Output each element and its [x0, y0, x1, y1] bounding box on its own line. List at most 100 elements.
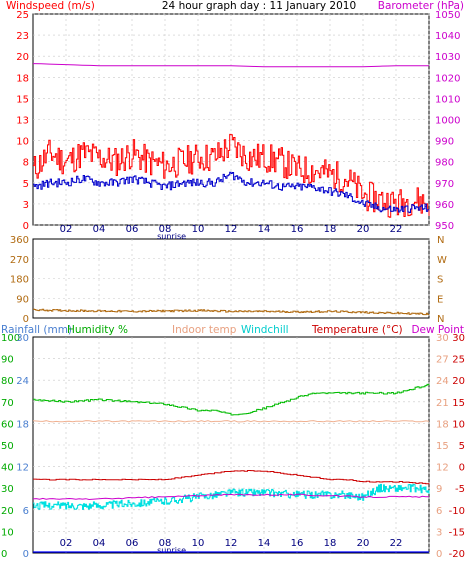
indoor-temp-line [32, 420, 430, 423]
humidity-tick-label: 50 [1, 441, 14, 452]
misc-tick-label: 30 [436, 333, 449, 344]
barometer-line [32, 63, 429, 68]
chart-title: 24 hour graph day : 11 January 2010 [162, 0, 356, 12]
humidity-line [33, 383, 430, 416]
temperature-tick-label: 5 [459, 441, 465, 452]
humidity-tick-label: 80 [1, 376, 14, 387]
temperature-tick-label: -5 [455, 484, 465, 495]
humidity-tick-label: 100 [1, 333, 20, 344]
x-tick-label: 04 [93, 224, 106, 235]
legend-windchill: Windchill [241, 324, 289, 336]
temperature-tick-label: -15 [449, 527, 465, 538]
windspeed-tick-label: 23 [16, 31, 29, 42]
humidity-tick-label: 60 [1, 419, 14, 430]
direction-tick-label: 90 [16, 294, 29, 305]
sunrise-label: sunrise [157, 546, 186, 555]
compass-tick-label: N [437, 314, 444, 325]
x-tick-label: 20 [357, 224, 370, 235]
rainfall-tick-label: 0 [23, 549, 29, 557]
barometer-tick-label: 1010 [435, 94, 460, 105]
barometer-tick-label: 1030 [435, 52, 460, 63]
misc-tick-label: 3 [436, 527, 442, 538]
x-tick-label: 18 [324, 538, 337, 549]
x-tick-label: 20 [357, 538, 370, 549]
compass-tick-label: N [437, 235, 444, 246]
temperature-tick-label: -20 [449, 549, 465, 557]
x-tick-label: 14 [258, 224, 271, 235]
x-tick-label: 22 [390, 538, 403, 549]
direction-tick-label: 270 [10, 255, 29, 266]
misc-tick-label: 27 [436, 355, 449, 366]
legend-humidity: Humidity % [67, 324, 128, 336]
x-tick-label: 02 [60, 224, 73, 235]
x-tick-label: 12 [225, 224, 238, 235]
legend-dew-point: Dew Point [411, 324, 464, 336]
temperature-tick-label: 25 [452, 355, 465, 366]
misc-tick-label: 15 [436, 441, 449, 452]
misc-tick-label: 24 [436, 376, 449, 387]
humidity-tick-label: 20 [1, 506, 14, 517]
humidity-tick-label: 30 [1, 484, 14, 495]
misc-tick-label: 6 [436, 506, 442, 517]
x-tick-label: 06 [126, 224, 139, 235]
rainfall-tick-label: 30 [16, 333, 29, 344]
windspeed-tick-label: 25 [16, 10, 29, 21]
x-tick-label: 06 [126, 538, 139, 549]
windspeed-tick-label: 0 [23, 221, 29, 232]
barometer-tick-label: 950 [435, 221, 454, 232]
misc-tick-label: 21 [436, 398, 449, 409]
windspeed-tick-label: 13 [16, 116, 29, 127]
windspeed-tick-label: 8 [23, 158, 29, 169]
humidity-tick-label: 0 [1, 549, 7, 557]
temperature-tick-label: 15 [452, 398, 465, 409]
windspeed-tick-label: 18 [16, 73, 29, 84]
x-tick-label: 12 [225, 538, 238, 549]
misc-tick-label: 9 [436, 484, 442, 495]
misc-tick-label: 12 [436, 463, 449, 474]
rainfall-tick-label: 18 [16, 419, 29, 430]
x-tick-label: 16 [291, 224, 304, 235]
barometer-tick-label: 960 [435, 200, 454, 211]
temperature-tick-label: -10 [449, 506, 465, 517]
windspeed-axis-title: Windspeed (m/s) [6, 0, 95, 12]
x-tick-label: 04 [93, 538, 106, 549]
direction-tick-label: 360 [10, 235, 29, 246]
dew-point-line [32, 493, 430, 501]
humidity-tick-label: 90 [1, 355, 14, 366]
tick-layer: 0202040406060808101012121414161618182020… [1, 10, 465, 560]
x-tick-label: 08 [159, 538, 172, 549]
barometer-tick-label: 1020 [435, 73, 460, 84]
windspeed-tick-label: 5 [23, 179, 29, 190]
windspeed-tick-label: 3 [23, 200, 29, 211]
wind-speed-line [33, 171, 430, 214]
rainfall-tick-label: 12 [16, 463, 29, 474]
humidity-tick-label: 70 [1, 398, 14, 409]
temperature-tick-label: 0 [459, 463, 465, 474]
temperature-line [33, 470, 430, 485]
rainfall-tick-label: 6 [23, 506, 29, 517]
barometer-tick-label: 970 [435, 179, 454, 190]
windspeed-tick-label: 20 [16, 52, 29, 63]
windspeed-tick-label: 10 [16, 137, 29, 148]
x-tick-label: 16 [291, 538, 304, 549]
humidity-tick-label: 10 [1, 527, 14, 538]
barometer-tick-label: 980 [435, 158, 454, 169]
compass-tick-label: S [437, 275, 443, 286]
x-tick-label: 02 [60, 538, 73, 549]
misc-tick-label: 18 [436, 419, 449, 430]
x-tick-label: 08 [159, 224, 172, 235]
windspeed-tick-label: 15 [16, 94, 29, 105]
x-tick-label: 10 [192, 224, 205, 235]
series-layer [32, 63, 430, 553]
x-tick-label: 14 [258, 538, 271, 549]
barometer-tick-label: 1000 [435, 116, 460, 127]
direction-tick-label: 0 [23, 314, 29, 325]
barometer-axis-title: Barometer (hPa) [378, 0, 464, 12]
temperature-tick-label: 30 [452, 333, 465, 344]
direction-tick-label: 180 [10, 275, 29, 286]
wind-direction-line [33, 308, 430, 316]
rainfall-tick-label: 24 [16, 376, 29, 387]
x-tick-label: 18 [324, 224, 337, 235]
compass-tick-label: W [437, 255, 447, 266]
